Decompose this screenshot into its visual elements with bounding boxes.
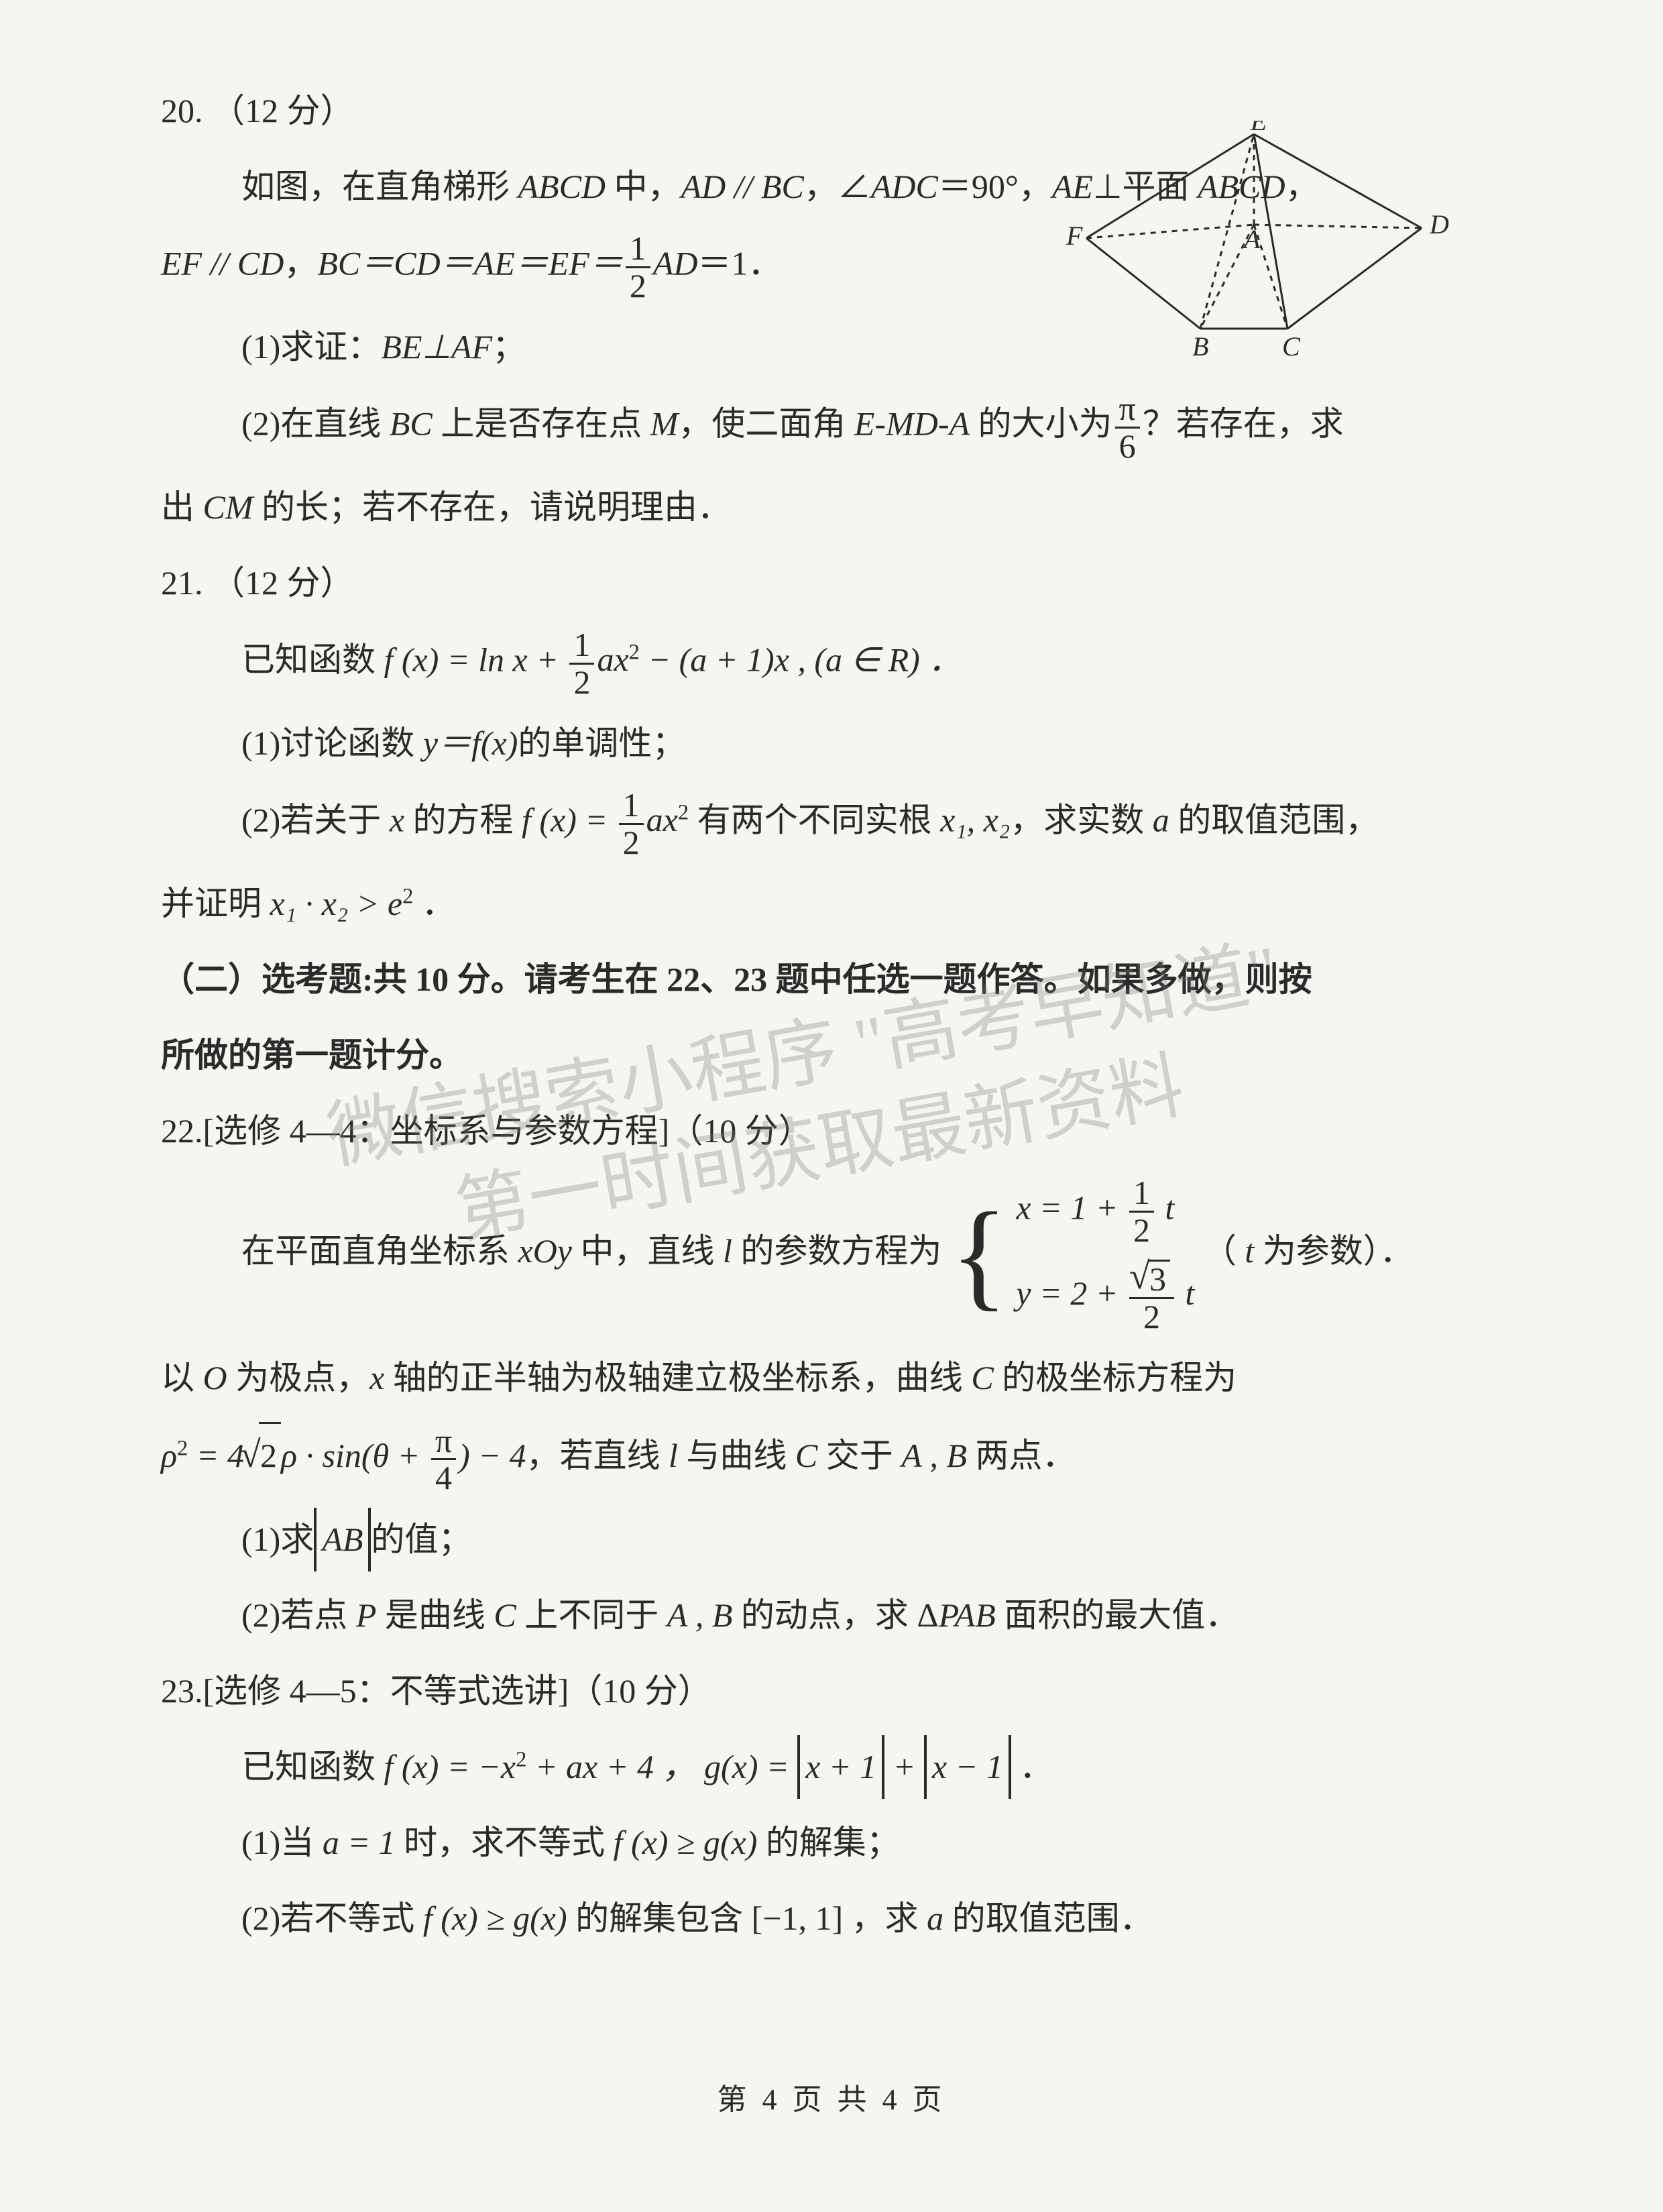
q21-p1: (1)讨论函数 y＝f(x)的单调性；	[161, 712, 1502, 775]
q22-l1: 在平面直角坐标系 xOy 中，直线 l 的参数方程为 { x = 1 + 12 …	[161, 1175, 1502, 1334]
frac-pi6: π6	[1112, 391, 1143, 463]
q22-p1: (1)求AB的值；	[161, 1508, 1502, 1571]
abs-AB: AB	[314, 1508, 371, 1571]
q21-header: 21. （12 分）	[161, 551, 1502, 615]
q21-l1: 已知函数 f (x) = ln x + 12ax2 − (a + 1)x , (…	[161, 627, 1502, 700]
parametric-cases: { x = 1 + 12 t y = 2 + 32 t	[950, 1175, 1195, 1334]
q22-p2: (2)若点 P 是曲线 C 上不同于 A , B 的动点，求 ΔPAB 面积的最…	[161, 1584, 1502, 1647]
q22-l3: ρ2 = 42ρ · sin(θ + π4) − 4，若直线 l 与曲线 C 交…	[161, 1422, 1502, 1496]
left-brace-icon: {	[950, 1207, 1016, 1303]
q21-p2: (2)若关于 x 的方程 f (x) = 12ax2 有两个不同实根 x₁, x…	[161, 787, 1502, 860]
q22-header: 22.[选修 4—4：坐标系与参数方程]（10 分）	[161, 1099, 1502, 1163]
fig-label-B: B	[1192, 331, 1208, 362]
q22-l2: 以 O 为极点，x 轴的正半轴为极轴建立极坐标系，曲线 C 的极坐标方程为	[161, 1346, 1502, 1410]
q23-p1: (1)当 a = 1 时，求不等式 f (x) ≥ g(x) 的解集；	[161, 1811, 1502, 1875]
q21-p3: 并证明 x₁ · x₂ > e2 ．	[161, 872, 1502, 936]
fig-label-D: D	[1429, 209, 1449, 239]
page-footer: 第 4 页 共 4 页	[0, 2075, 1663, 2118]
fig-label-A: A	[1242, 224, 1261, 254]
frac-half: 12	[623, 231, 653, 303]
section2-l2: 所做的第一题计分。	[161, 1024, 1502, 1087]
q23-header: 23.[选修 4—5：不等式选讲]（10 分）	[161, 1659, 1502, 1723]
exam-page: 微信搜索小程序 "高考早知道" 第一时间获取最新资料 E F	[0, 0, 1663, 2212]
q21-number: 21.	[161, 564, 203, 602]
q21-points: （12 分）	[211, 564, 354, 602]
q20-p2: (2)在直线 BC 上是否存在点 M，使二面角 E-MD-A 的大小为π6？若存…	[161, 391, 1502, 463]
q20-points: （12 分）	[211, 92, 354, 129]
section2-l1: （二）选考题:共 10 分。请考生在 22、23 题中任选一题作答。如果多做，则…	[161, 948, 1502, 1011]
q23-p2: (2)若不等式 f (x) ≥ g(x) 的解集包含 [−1, 1] ，求 a …	[161, 1887, 1502, 1950]
q20-number: 20.	[161, 92, 203, 129]
fig-label-F: F	[1066, 221, 1083, 251]
q23-l1: 已知函数 f (x) = −x2 + ax + 4 ， g(x) = x + 1…	[161, 1735, 1502, 1799]
fig-label-C: C	[1282, 331, 1301, 362]
fig-label-E: E	[1250, 121, 1267, 136]
q20-p3: 出 CM 的长；若不存在，请说明理由．	[161, 476, 1502, 539]
q20-figure: E F D A B C	[1046, 121, 1462, 362]
